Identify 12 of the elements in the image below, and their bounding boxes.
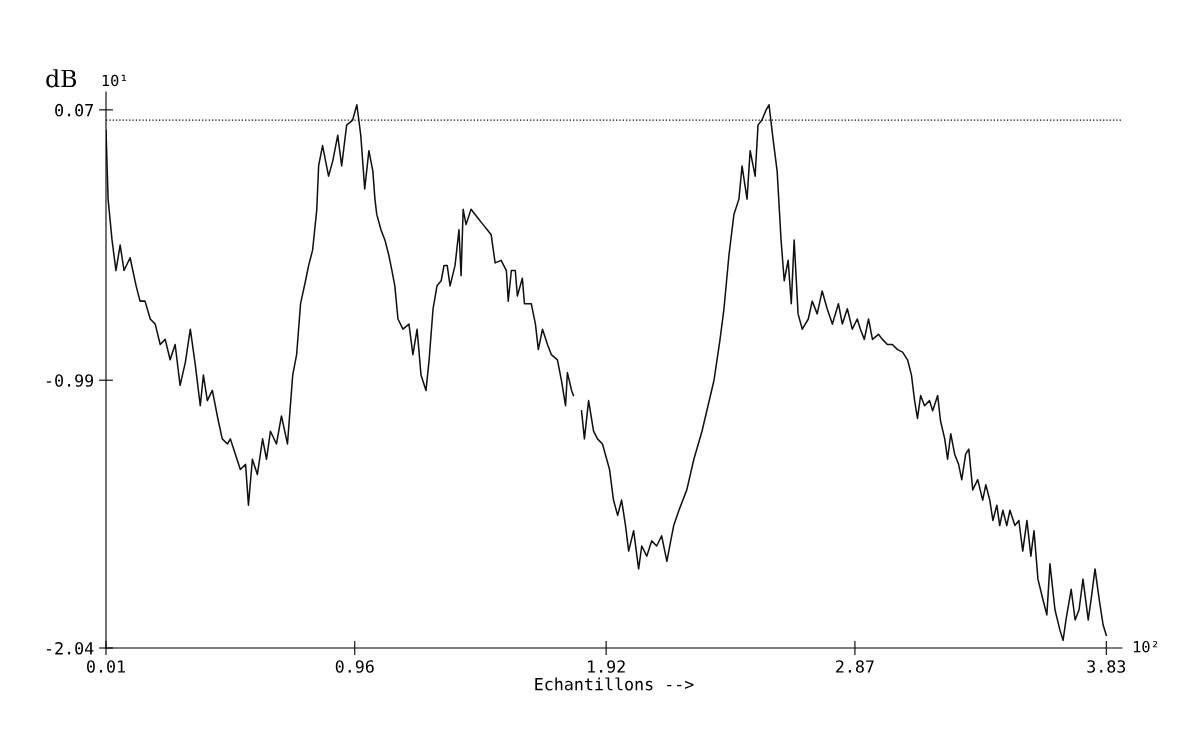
text: 10¹ — [102, 74, 127, 87]
x-tick-label: 3.83 — [1087, 660, 1126, 673]
y-axis-title: dB — [46, 69, 77, 88]
y-tick-label: 0.07 — [55, 103, 93, 117]
x-tick-label: 0.01 — [87, 660, 125, 673]
y-tick-label: -2.04 — [46, 642, 94, 655]
x-tick-label: 0.96 — [335, 660, 374, 673]
x-axis-title: Echantillons --> — [535, 677, 694, 691]
x-tick-label: 1.92 — [588, 660, 625, 673]
text: 10² — [1134, 640, 1158, 653]
y-tick-label: -0.99 — [46, 374, 94, 387]
x-tick-label: 2.87 — [836, 660, 874, 673]
